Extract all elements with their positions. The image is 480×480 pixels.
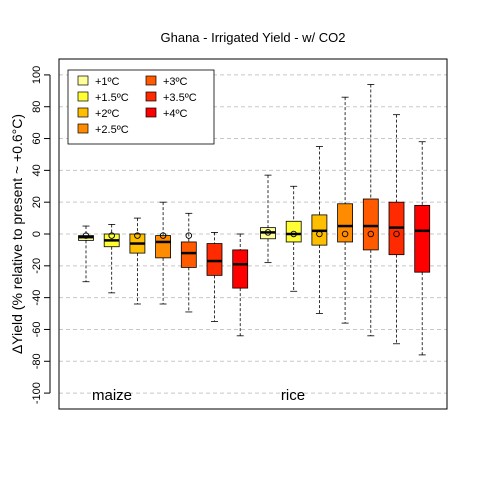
box-maize-5 bbox=[180, 212, 197, 313]
iqr-box bbox=[414, 204, 431, 273]
mean-marker bbox=[159, 232, 167, 239]
mean-marker bbox=[316, 230, 323, 238]
iqr-box bbox=[337, 203, 354, 243]
box-maize-3 bbox=[129, 217, 146, 305]
plot-frame bbox=[58, 58, 448, 410]
legend-swatch bbox=[77, 123, 89, 134]
legend-label: +3.5ºC bbox=[163, 92, 197, 104]
chart-title: Ghana - Irrigated Yield - w/ CO2 bbox=[161, 30, 346, 45]
group-label-rice: rice bbox=[281, 387, 305, 404]
legend-label: +1ºC bbox=[95, 76, 120, 88]
legend-label: +1.5ºC bbox=[95, 92, 129, 104]
y-tick-label: -60 bbox=[31, 322, 43, 338]
iqr-box bbox=[232, 249, 249, 289]
legend-label: +4ºC bbox=[163, 108, 188, 120]
mean-marker bbox=[367, 230, 375, 238]
boxes bbox=[78, 84, 431, 356]
legend-swatch bbox=[77, 91, 89, 102]
group-label-maize: maize bbox=[92, 387, 132, 404]
y-tick-label: 0 bbox=[31, 231, 43, 237]
y-tick-label: 60 bbox=[31, 132, 43, 144]
legend-label: +3ºC bbox=[163, 76, 188, 88]
box-maize-6 bbox=[206, 232, 223, 322]
y-axis: -100 -80 -60 -40 -20 0 20 40 60 80 100 bbox=[31, 66, 51, 404]
y-tick-label: 20 bbox=[31, 196, 43, 208]
box-rice-1 bbox=[260, 174, 276, 264]
legend-frame bbox=[67, 69, 215, 145]
mean-marker bbox=[82, 232, 90, 239]
box-rice-2 bbox=[285, 185, 302, 292]
legend-swatch bbox=[77, 75, 89, 86]
iqr-box bbox=[362, 198, 379, 251]
box-rice-5 bbox=[362, 84, 379, 337]
mean-marker bbox=[290, 230, 297, 238]
legend-swatch bbox=[145, 75, 157, 86]
mean-marker bbox=[108, 232, 115, 239]
mean-marker bbox=[393, 230, 400, 238]
y-axis-label: ΔYield (% relative to present ~ +0.6°C) bbox=[9, 114, 25, 354]
legend-swatch bbox=[145, 107, 157, 118]
box-maize-4 bbox=[155, 201, 172, 305]
mean-marker bbox=[264, 229, 272, 236]
mean-marker bbox=[341, 230, 349, 238]
box-rice-6 bbox=[388, 114, 405, 345]
legend: +1ºC +1.5ºC +2ºC +2.5ºC +3ºC +3.5ºC +4ºC bbox=[67, 69, 215, 145]
legend-label: +2.5ºC bbox=[95, 124, 129, 136]
y-tick-label: 100 bbox=[31, 66, 43, 84]
box-maize-7 bbox=[232, 233, 249, 337]
box-rice-4 bbox=[337, 96, 354, 324]
y-tick-label: 40 bbox=[31, 164, 43, 176]
legend-swatch bbox=[145, 91, 157, 102]
legend-label: +2ºC bbox=[95, 108, 120, 120]
y-tick-label: -40 bbox=[31, 290, 43, 306]
y-tick-label: -100 bbox=[31, 382, 43, 404]
box-rice-3 bbox=[311, 146, 328, 314]
box-rice-7 bbox=[414, 141, 431, 356]
y-tick-label: -20 bbox=[31, 258, 43, 274]
mean-marker bbox=[134, 232, 141, 239]
mean-marker bbox=[185, 232, 193, 239]
box-maize-2 bbox=[103, 224, 120, 294]
legend-swatch bbox=[77, 107, 89, 118]
iqr-box bbox=[180, 241, 197, 268]
iqr-box bbox=[206, 243, 223, 276]
box-maize-1 bbox=[78, 225, 94, 283]
y-tick-label: -80 bbox=[31, 353, 43, 369]
y-tick-label: 80 bbox=[31, 101, 43, 113]
iqr-box bbox=[155, 235, 172, 259]
